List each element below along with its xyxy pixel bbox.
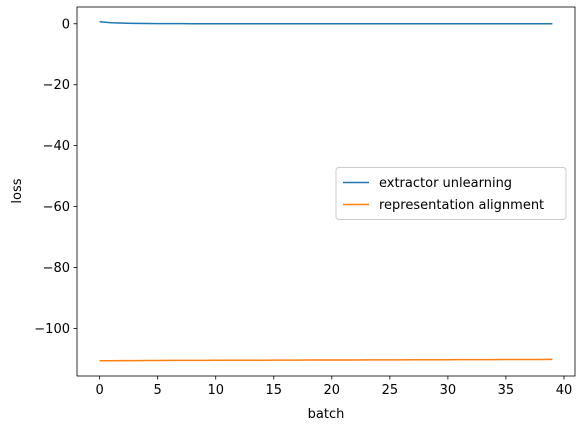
legend-box bbox=[335, 167, 567, 220]
y-tick-label: −20 bbox=[43, 78, 70, 93]
series-line-1 bbox=[99, 21, 553, 25]
y-tick-label: 0 bbox=[62, 17, 70, 32]
legend-entry-label: extractor unlearning bbox=[379, 176, 512, 191]
x-tick-label: 0 bbox=[95, 383, 103, 398]
series-line-2 bbox=[99, 358, 553, 362]
x-tick-label: 20 bbox=[324, 383, 341, 398]
axes-frame bbox=[76, 6, 576, 377]
y-axis-label: loss bbox=[10, 178, 25, 203]
x-tick-label: 40 bbox=[556, 383, 573, 398]
y-tick-label: −40 bbox=[43, 139, 70, 154]
x-axis-label: batch bbox=[308, 407, 345, 422]
x-tick-label: 10 bbox=[207, 383, 224, 398]
x-tick-label: 25 bbox=[382, 383, 399, 398]
x-tick-label: 35 bbox=[498, 383, 515, 398]
plot-lines bbox=[99, 21, 553, 362]
legend-entry-label: representation alignment bbox=[379, 198, 544, 213]
x-tick-label: 15 bbox=[265, 383, 282, 398]
legend: extractor unlearning representation align… bbox=[335, 167, 567, 220]
y-axis-ticks: 0 −20 −40 −60 −80 −100 bbox=[34, 17, 77, 337]
x-axis-ticks: 0 5 10 15 20 25 30 35 40 bbox=[95, 376, 572, 398]
y-tick-label: −80 bbox=[43, 261, 70, 276]
x-tick-label: 30 bbox=[440, 383, 457, 398]
y-tick-label: −100 bbox=[34, 322, 70, 337]
y-tick-label: −60 bbox=[43, 200, 70, 215]
x-tick-label: 5 bbox=[154, 383, 162, 398]
